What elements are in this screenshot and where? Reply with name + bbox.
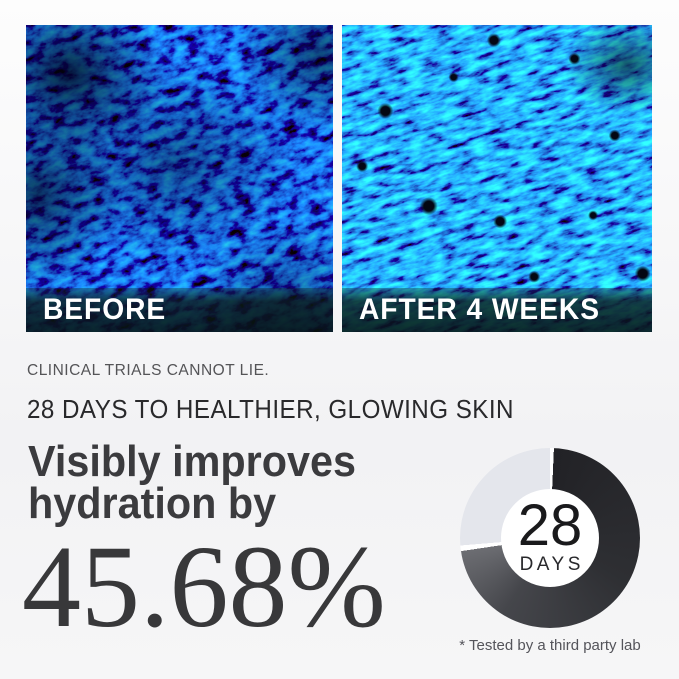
after-caption-band: AFTER 4 WEEKS — [342, 288, 652, 332]
stat-label: Visibly improves hydration by — [28, 437, 356, 528]
before-label: BEFORE — [43, 293, 167, 326]
stat-label-line2: hydration by — [28, 479, 277, 528]
stat-label-line1: Visibly improves — [28, 437, 356, 486]
after-photo: AFTER 4 WEEKS — [342, 25, 652, 332]
donut-days-label: DAYS — [519, 553, 584, 575]
headline-text: 28 DAYS TO HEALTHIER, GLOWING SKIN — [27, 394, 515, 424]
before-dark-patches — [26, 25, 333, 332]
before-caption-band: BEFORE — [26, 288, 333, 332]
donut-center: 28 DAYS — [501, 489, 599, 587]
after-label: AFTER 4 WEEKS — [359, 293, 600, 326]
days-donut-chart: 28 DAYS — [460, 448, 640, 628]
eyebrow-text: CLINICAL TRIALS CANNOT LIE. — [27, 362, 270, 379]
donut-days-number: 28 — [517, 492, 583, 558]
after-pore-dots — [342, 25, 652, 332]
before-photo: BEFORE — [26, 25, 333, 332]
footnote-text: * Tested by a third party lab — [459, 637, 641, 654]
stat-value: 45.68% — [22, 521, 386, 652]
